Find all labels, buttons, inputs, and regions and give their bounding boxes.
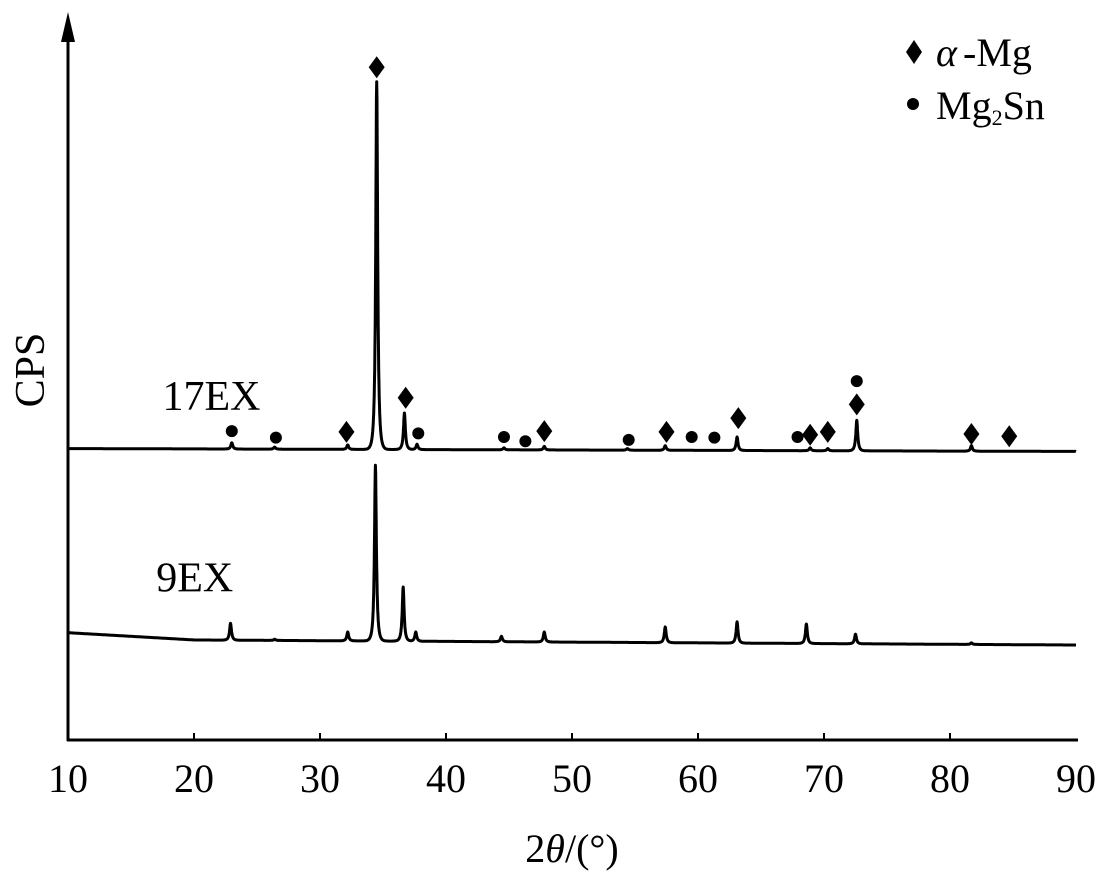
legend-diamond-icon [906, 40, 922, 64]
mg2sn-circle-marker [791, 430, 804, 443]
alpha-mg-diamond-marker [397, 386, 414, 409]
legend-entry-mg2sn: Mg2Sn [936, 83, 1045, 130]
y-axis-label: CPS [8, 333, 54, 408]
legend: α -Mg Mg2Sn [906, 30, 1045, 130]
x-tick-label: 50 [552, 756, 592, 801]
mg2sn-circle-marker [225, 425, 238, 438]
legend-circle-icon [907, 98, 919, 110]
mg2sn-circle-marker [708, 431, 721, 444]
trace-9ex [66, 463, 1078, 647]
x-tick-label: 60 [678, 756, 718, 801]
alpha-mg-diamond-marker [368, 56, 385, 79]
alpha-mg-diamond-marker [658, 420, 675, 443]
mg2sn-circle-marker [269, 431, 282, 444]
legend-entry-alpha-mg: α -Mg [936, 30, 1032, 75]
mg2sn-circle-marker [622, 433, 635, 446]
x-axis-label: 2θ/(°) [525, 826, 618, 871]
mg2sn-circle-marker [497, 430, 510, 443]
alpha-mg-diamond-marker [730, 407, 747, 430]
trace-17ex [66, 80, 1078, 453]
y-axis-arrow [61, 12, 75, 42]
x-tick-label: 30 [300, 756, 340, 801]
mg2sn-circle-marker [519, 435, 532, 448]
alpha-mg-diamond-marker [848, 393, 865, 416]
alpha-mg-diamond-marker [963, 423, 980, 446]
mg2sn-circle-marker [685, 430, 698, 443]
mg2sn-circle-marker [412, 427, 425, 440]
x-tick-label: 80 [930, 756, 970, 801]
mg2sn-circle-marker [850, 375, 863, 388]
alpha-mg-diamond-marker [819, 420, 836, 443]
alpha-mg-diamond-marker [338, 420, 355, 443]
alpha-mg-diamond-marker [1001, 425, 1018, 448]
x-tick-label: 70 [804, 756, 844, 801]
series-label-9ex: 9EX [156, 555, 233, 601]
x-tick-label: 20 [174, 756, 214, 801]
alpha-mg-diamond-marker [536, 420, 553, 443]
x-tick-label: 10 [48, 756, 88, 801]
series-label-17ex: 17EX [163, 374, 261, 420]
x-tick-label: 90 [1056, 756, 1096, 801]
x-tick-label: 40 [426, 756, 466, 801]
alpha-mg-diamond-marker [802, 423, 819, 446]
